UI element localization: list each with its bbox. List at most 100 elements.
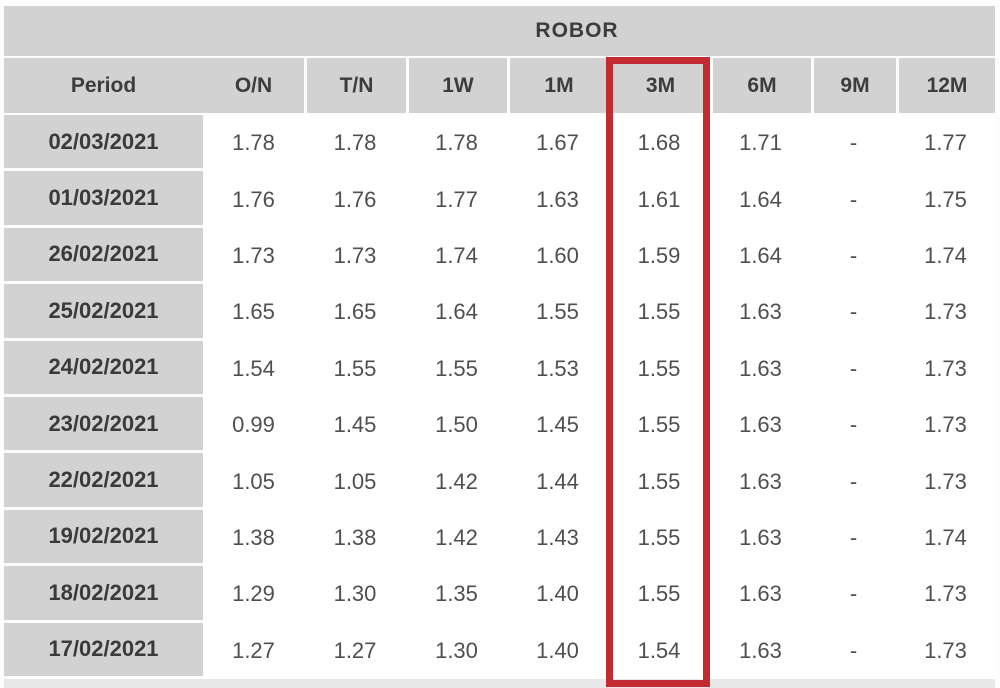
value-cell-9m: - — [811, 115, 896, 172]
column-header-period: Period — [4, 58, 203, 113]
value-cell-1m: 1.53 — [507, 340, 608, 397]
value-cell-1w: 1.74 — [406, 227, 507, 285]
period-cell: 23/02/2021 — [4, 396, 203, 454]
table-row: 22/02/2021 1.05 1.05 1.42 1.44 1.55 1.63-1.73 — [4, 453, 995, 510]
value-cell-6m: 1.63 — [710, 340, 811, 397]
value-cell-1w: 1.78 — [406, 115, 507, 172]
value-cell-1m: 1.45 — [507, 396, 608, 454]
value-cell-3m: 1.55 — [608, 284, 710, 341]
value-cell-t-n: 1.27 — [304, 622, 406, 679]
table-row: 25/02/2021 1.65 1.65 1.64 1.55 1.55 1.63-1.73 — [4, 284, 995, 341]
value-cell-9m: - — [811, 227, 896, 285]
value-cell-12m: 1.73 — [896, 284, 995, 341]
value-cell-t-n: 1.30 — [304, 566, 406, 623]
value-cell-o-n: 1.27 — [203, 622, 304, 679]
value-cell-12m: 1.77 — [896, 115, 995, 172]
value-cell-o-n: 0.99 — [203, 396, 304, 454]
value-cell-1m: 1.43 — [507, 509, 608, 567]
value-cell-1m: 1.44 — [507, 453, 608, 510]
value-cell-6m: 1.71 — [710, 115, 811, 172]
table-row: 19/02/2021 1.38 1.38 1.42 1.43 1.55 1.63-1.74 — [4, 509, 995, 567]
period-cell: 19/02/2021 — [4, 509, 203, 567]
value-cell-1w: 1.30 — [406, 622, 507, 679]
period-cell: 26/02/2021 — [4, 227, 203, 285]
period-cell: 25/02/2021 — [4, 284, 203, 341]
value-cell-1w: 1.50 — [406, 396, 507, 454]
column-header-3m: 3M — [608, 58, 710, 113]
value-cell-3m: 1.55 — [608, 340, 710, 397]
column-header-6m: 6M — [710, 58, 811, 113]
value-cell-12m: 1.73 — [896, 340, 995, 397]
value-cell-12m: 1.73 — [896, 566, 995, 623]
value-cell-12m: 1.74 — [896, 509, 995, 567]
value-cell-1w: 1.77 — [406, 171, 507, 228]
table-row: 23/02/2021 0.99 1.45 1.50 1.45 1.55 1.63-1.73 — [4, 396, 995, 454]
value-cell-12m: 1.73 — [896, 396, 995, 454]
value-cell-12m: 1.73 — [896, 453, 995, 510]
value-cell-12m: 1.73 — [896, 622, 995, 679]
value-cell-1w: 1.35 — [406, 566, 507, 623]
value-cell-9m: - — [811, 453, 896, 510]
value-cell-t-n: 1.55 — [304, 340, 406, 397]
value-cell-t-n: 1.45 — [304, 396, 406, 454]
value-cell-12m: 1.74 — [896, 227, 995, 285]
value-cell-3m: 1.54 — [608, 622, 710, 679]
value-cell-1m: 1.40 — [507, 566, 608, 623]
value-cell-6m: 1.64 — [710, 171, 811, 228]
value-cell-9m: - — [811, 284, 896, 341]
table-row: 24/02/2021 1.54 1.55 1.55 1.53 1.55 1.63-1.73 — [4, 340, 995, 397]
value-cell-6m: 1.63 — [710, 396, 811, 454]
value-cell-9m: - — [811, 171, 896, 228]
value-cell-3m: 1.55 — [608, 509, 710, 567]
value-cell-o-n: 1.38 — [203, 509, 304, 567]
table-title: ROBOR — [535, 19, 619, 42]
value-cell-1m: 1.55 — [507, 284, 608, 341]
period-cell: 01/03/2021 — [4, 171, 203, 228]
table-row: 18/02/2021 1.29 1.30 1.35 1.40 1.55 1.63-1.73 — [4, 566, 995, 623]
bottom-strip — [4, 678, 995, 688]
period-cell: 17/02/2021 — [4, 622, 203, 679]
column-header-9m: 9M — [811, 58, 896, 113]
value-cell-3m: 1.59 — [608, 227, 710, 285]
value-cell-t-n: 1.73 — [304, 227, 406, 285]
value-cell-1m: 1.40 — [507, 622, 608, 679]
value-cell-t-n: 1.78 — [304, 115, 406, 172]
table-row: 17/02/2021 1.27 1.27 1.30 1.40 1.54 1.63-1.73 — [4, 622, 995, 679]
value-cell-3m: 1.55 — [608, 566, 710, 623]
value-cell-o-n: 1.65 — [203, 284, 304, 341]
period-cell: 02/03/2021 — [4, 115, 203, 172]
value-cell-o-n: 1.05 — [203, 453, 304, 510]
value-cell-12m: 1.75 — [896, 171, 995, 228]
value-cell-1m: 1.60 — [507, 227, 608, 285]
value-cell-6m: 1.63 — [710, 453, 811, 510]
value-cell-3m: 1.55 — [608, 453, 710, 510]
value-cell-6m: 1.63 — [710, 509, 811, 567]
value-cell-6m: 1.63 — [710, 622, 811, 679]
value-cell-6m: 1.63 — [710, 566, 811, 623]
value-cell-1w: 1.42 — [406, 453, 507, 510]
period-cell: 24/02/2021 — [4, 340, 203, 397]
value-cell-9m: - — [811, 340, 896, 397]
value-cell-3m: 1.55 — [608, 396, 710, 454]
period-cell: 22/02/2021 — [4, 453, 203, 510]
value-cell-t-n: 1.38 — [304, 509, 406, 567]
table-row: 26/02/2021 1.73 1.73 1.74 1.60 1.59 1.64-1.74 — [4, 227, 995, 285]
value-cell-o-n: 1.73 — [203, 227, 304, 285]
value-cell-9m: - — [811, 566, 896, 623]
value-cell-o-n: 1.78 — [203, 115, 304, 172]
value-cell-1w: 1.42 — [406, 509, 507, 567]
value-cell-9m: - — [811, 509, 896, 567]
value-cell-9m: - — [811, 396, 896, 454]
table-header-row: Period O/N T/N 1W 1M 3M 6M 9M 12M — [4, 58, 995, 113]
value-cell-o-n: 1.54 — [203, 340, 304, 397]
robor-table: ROBOR Period O/N T/N 1W 1M 3M 6M 9M 12M 02/03/20… — [4, 6, 995, 688]
table-row: 02/03/2021 1.78 1.78 1.78 1.67 1.68 1.71-1.77 — [4, 115, 995, 172]
table-row: 01/03/2021 1.76 1.76 1.77 1.63 1.61 1.64-1.75 — [4, 171, 995, 228]
value-cell-6m: 1.63 — [710, 284, 811, 341]
value-cell-9m: - — [811, 622, 896, 679]
value-cell-1m: 1.63 — [507, 171, 608, 228]
column-header-o-n: O/N — [203, 58, 304, 113]
period-cell: 18/02/2021 — [4, 566, 203, 623]
value-cell-1w: 1.64 — [406, 284, 507, 341]
table-title-banner: ROBOR — [4, 6, 995, 56]
